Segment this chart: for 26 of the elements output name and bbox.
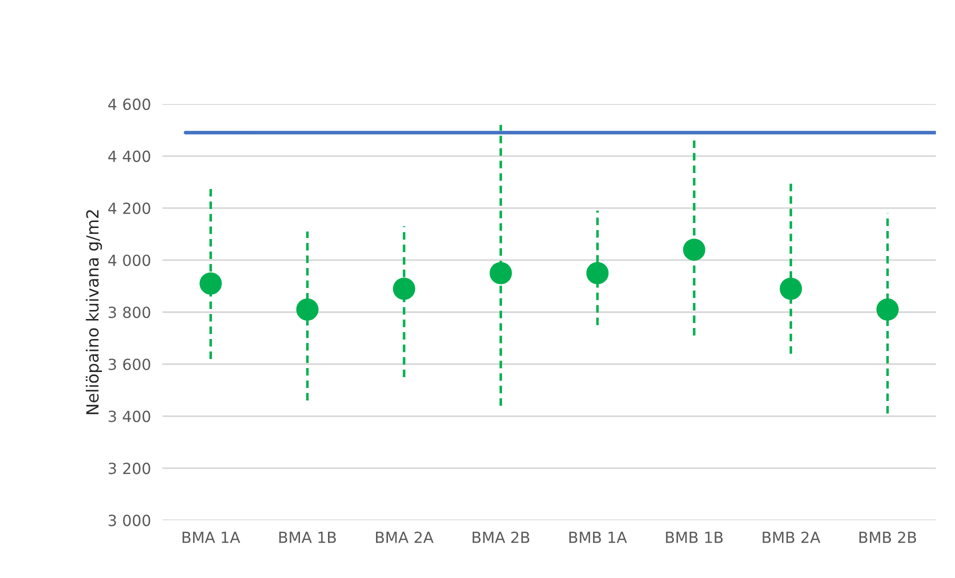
point — [490, 262, 512, 284]
point — [200, 272, 222, 295]
y-tick-label: 4 600 — [108, 98, 150, 110]
y-tick-label: 3 600 — [108, 358, 150, 370]
x-tick-label: BMA 1A — [182, 532, 240, 543]
x-tick-label: BMB 2A — [762, 532, 820, 543]
point — [296, 298, 319, 321]
point — [780, 278, 802, 300]
point — [586, 262, 609, 284]
y-tick-label: 4 200 — [108, 202, 150, 214]
y-axis-title: Neliöpaino kuivana g/m2 — [86, 210, 102, 414]
x-tick-label: BMA 2A — [376, 532, 434, 543]
x-tick-label: BMB 2B — [859, 532, 916, 543]
y-tick-label: 4 000 — [108, 254, 150, 266]
y-tick-label: 3 000 — [108, 514, 150, 526]
x-tick-label: BMB 1A — [569, 532, 627, 543]
point — [876, 298, 899, 321]
x-tick-label: BMB 1B — [666, 532, 723, 543]
x-tick-label: BMA 2B — [472, 532, 530, 543]
y-tick-label: 3 800 — [108, 306, 150, 318]
point — [392, 278, 416, 300]
y-tick-label: 3 200 — [108, 462, 150, 474]
y-tick-label: 3 400 — [108, 410, 150, 422]
x-tick-label: BMA 1B — [279, 532, 336, 543]
point — [683, 238, 706, 261]
y-tick-label: 4 400 — [108, 150, 150, 162]
